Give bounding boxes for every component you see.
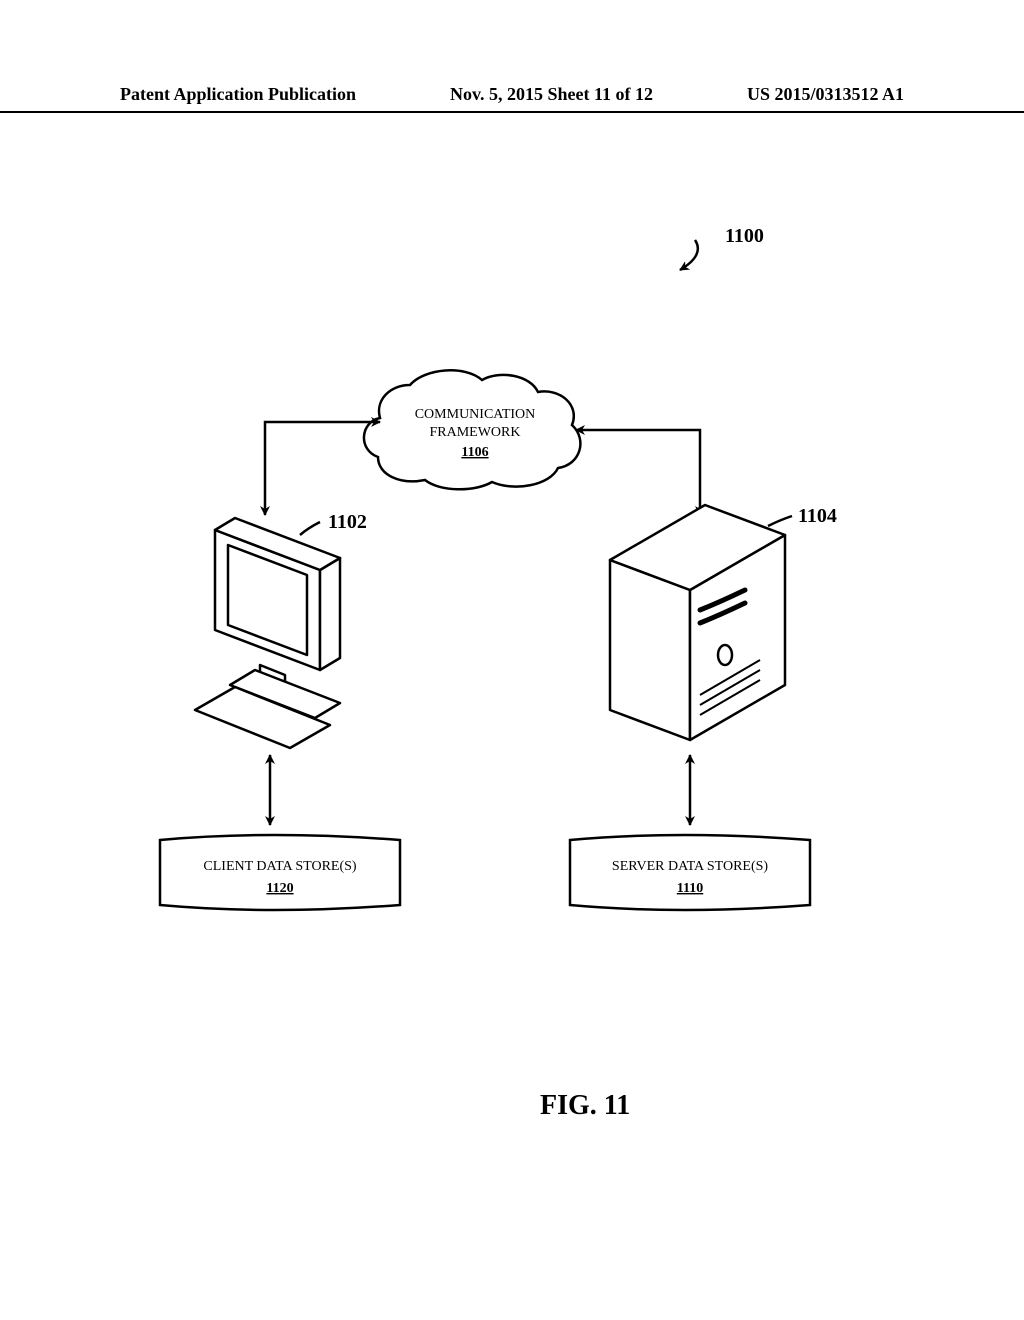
header-left: Patent Application Publication <box>120 84 356 105</box>
server-data-store: SERVER DATA STORE(S) 1110 <box>570 835 810 910</box>
client-computer <box>195 518 340 748</box>
server-store-label: SERVER DATA STORE(S) <box>612 859 769 874</box>
header-right: US 2015/0313512 A1 <box>747 84 904 105</box>
server-ref-tick <box>768 516 792 526</box>
client-store-ref: 1120 <box>266 881 293 896</box>
arrow-cloud-server <box>576 430 700 515</box>
cloud-ref: 1106 <box>461 445 488 460</box>
cloud-node: COMMUNICATION FRAMEWORK 1106 <box>364 370 580 489</box>
header-center: Nov. 5, 2015 Sheet 11 of 12 <box>450 84 653 105</box>
client-data-store: CLIENT DATA STORE(S) 1120 <box>160 835 400 910</box>
server-box <box>610 505 785 740</box>
diagram-svg: 1100 COMMUNICATION FRAMEWORK 1106 1102 <box>120 200 920 1100</box>
cloud-line2: FRAMEWORK <box>429 425 520 440</box>
system-ref-label: 1100 <box>725 225 764 247</box>
system-ref-mark: 1100 <box>680 225 764 270</box>
figure-caption: FIG. 11 <box>540 1090 630 1122</box>
client-ref-tick <box>300 522 320 535</box>
client-store-label: CLIENT DATA STORE(S) <box>203 859 356 874</box>
cloud-line1: COMMUNICATION <box>415 407 536 422</box>
client-ref-label: 1102 <box>328 511 367 533</box>
server-ref-label: 1104 <box>798 505 837 527</box>
server-store-ref: 1110 <box>677 881 703 896</box>
diagram-container: 1100 COMMUNICATION FRAMEWORK 1106 1102 <box>120 200 920 1100</box>
arrow-cloud-client <box>265 422 380 515</box>
page-header: Patent Application Publication Nov. 5, 2… <box>0 84 1024 113</box>
